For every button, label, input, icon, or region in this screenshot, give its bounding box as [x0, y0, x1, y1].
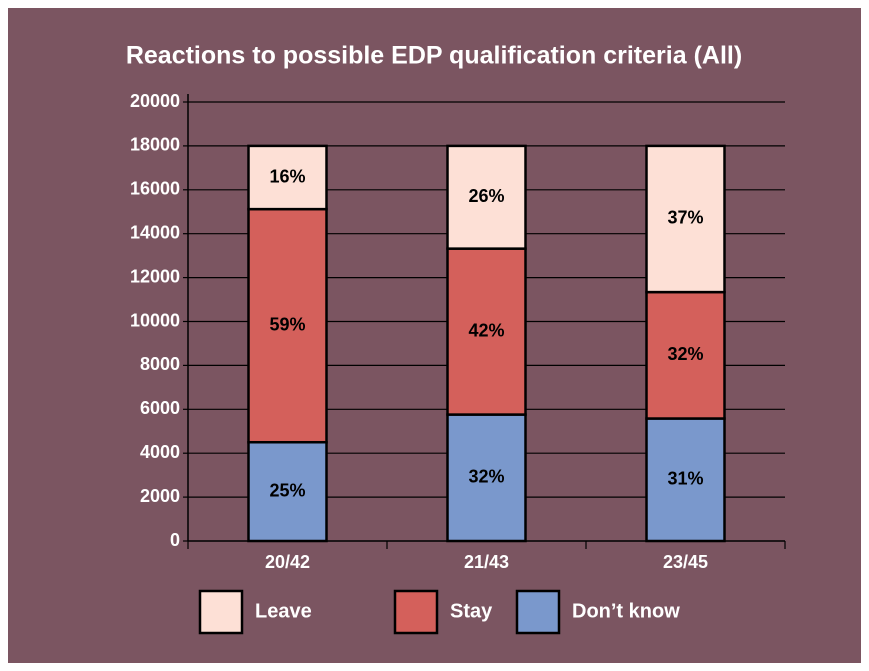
y-tick-label: 8000: [140, 354, 180, 374]
data-label: 32%: [667, 344, 703, 364]
bar-segment: [247, 144, 328, 211]
legend-label: Don’t know: [572, 600, 680, 622]
data-label: 16%: [269, 166, 305, 186]
bar-segment: [645, 417, 726, 543]
y-tick-label: 16000: [130, 179, 180, 199]
y-tick-label: 6000: [140, 398, 180, 418]
bar-segment: [645, 144, 726, 294]
y-tick-label: 2000: [140, 486, 180, 506]
data-label: 42%: [468, 320, 504, 340]
legend-swatch: [198, 589, 244, 635]
x-tick-label: 21/43: [464, 552, 509, 572]
bar-segment: [446, 247, 527, 416]
legend-swatch: [393, 589, 439, 635]
data-label: 26%: [468, 186, 504, 206]
legend-label: Leave: [255, 600, 312, 622]
x-tick-label: 23/45: [663, 552, 708, 572]
chart-title: Reactions to possible EDP qualification …: [126, 42, 742, 70]
data-label: 25%: [269, 480, 305, 500]
x-tick-label: 20/42: [265, 552, 310, 572]
data-label: 59%: [269, 314, 305, 334]
data-label: 37%: [667, 208, 703, 228]
y-tick-label: 12000: [130, 266, 180, 286]
bar-segment: [247, 207, 328, 444]
y-tick-label: 0: [170, 530, 180, 550]
y-tick-label: 18000: [130, 135, 180, 155]
legend-swatch: [515, 589, 561, 635]
y-tick-label: 4000: [140, 442, 180, 462]
legend-label: Stay: [450, 600, 493, 622]
bar-segment: [247, 440, 328, 543]
data-label: 31%: [667, 469, 703, 489]
bar-segment: [446, 144, 527, 250]
y-tick-label: 20000: [130, 91, 180, 111]
data-label: 32%: [468, 467, 504, 487]
y-tick-label: 14000: [130, 222, 180, 242]
y-tick-label: 10000: [130, 310, 180, 330]
